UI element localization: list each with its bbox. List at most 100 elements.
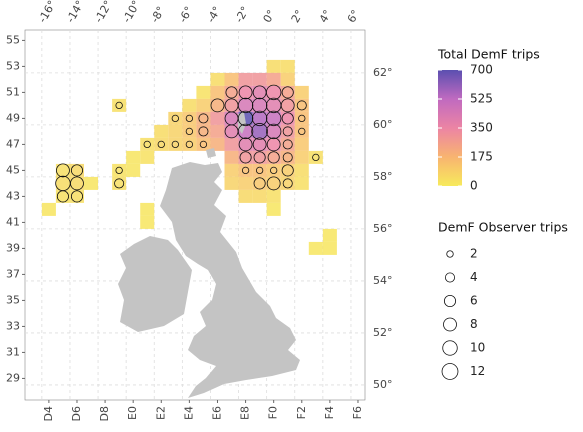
observer-circle <box>298 114 306 123</box>
x-tick-label: E4 <box>182 406 195 420</box>
cell <box>294 163 309 177</box>
cell <box>168 137 183 151</box>
x2-tick-label: -14° <box>64 0 87 25</box>
cell <box>266 137 281 151</box>
observer-circle <box>270 166 278 175</box>
observer-circle <box>251 97 268 114</box>
cell <box>224 150 239 164</box>
cell <box>41 202 56 216</box>
colorbar-label: 175 <box>470 150 493 164</box>
cell <box>196 85 211 99</box>
cell <box>266 59 281 73</box>
cell <box>308 241 323 255</box>
cell <box>140 215 155 229</box>
y-tick-label: 45 <box>6 163 20 176</box>
y-tick-label: 33 <box>6 319 20 332</box>
cell <box>140 202 155 216</box>
observer-circle <box>282 126 293 137</box>
x2-tick-label: 4° <box>317 8 335 25</box>
observer-circle <box>298 127 306 136</box>
observer-circle <box>266 84 282 101</box>
size-legend-title: DemF Observer trips <box>438 220 568 235</box>
x2-tick-label: -12° <box>92 0 115 25</box>
observer-circle <box>143 140 151 149</box>
cell <box>266 111 281 125</box>
ireland <box>118 236 192 332</box>
cell <box>168 111 183 125</box>
observer-circle <box>157 140 165 149</box>
observer-circle <box>281 86 294 99</box>
observer-circle <box>280 98 295 113</box>
orkney <box>206 148 216 158</box>
y-tick-label: 49 <box>6 111 20 124</box>
observer-circle <box>296 100 307 111</box>
colorbar-label: 0 <box>470 179 478 193</box>
land <box>118 112 300 398</box>
observer-circle <box>282 139 293 150</box>
cell <box>266 72 281 86</box>
x2-tick-label: -16° <box>36 0 59 25</box>
cell <box>266 189 281 203</box>
cell <box>280 163 295 177</box>
cell <box>224 98 239 112</box>
cell <box>252 111 267 125</box>
x-tick-label: D8 <box>98 406 111 421</box>
observer-circle <box>171 140 179 149</box>
observer-circle <box>238 85 253 100</box>
cell <box>224 111 239 125</box>
observer-circle <box>237 97 254 114</box>
size-legend-circle <box>442 340 458 356</box>
y2-tick-label: 56° <box>373 222 393 235</box>
observer-circle <box>225 86 238 99</box>
cell <box>210 124 225 138</box>
observer-circle <box>237 123 254 140</box>
cell <box>112 98 127 112</box>
great-britain <box>160 162 300 398</box>
y-tick-label: 51 <box>6 85 20 98</box>
cell <box>266 163 281 177</box>
cell <box>210 85 225 99</box>
cell <box>252 163 267 177</box>
observer-circle <box>266 176 281 191</box>
observer-circle <box>56 163 70 178</box>
size-legend-label: 10 <box>470 341 485 355</box>
observer-circle <box>282 152 293 163</box>
cell <box>294 111 309 125</box>
observer-circle <box>115 166 123 175</box>
cell <box>294 85 309 99</box>
cell <box>280 72 295 86</box>
cell <box>238 176 253 190</box>
cell <box>238 98 253 112</box>
x2-tick-label: -2° <box>232 4 251 25</box>
x2-tick-label: -10° <box>120 0 143 25</box>
observer-circle <box>281 112 294 125</box>
x-tick-label: F2 <box>295 406 308 419</box>
x-tick-label: E6 <box>210 406 223 420</box>
cell <box>126 150 141 164</box>
y-tick-label: 41 <box>6 215 20 228</box>
y2-tick-label: 62° <box>373 66 393 79</box>
observer-circle <box>237 110 254 127</box>
observer-circle <box>198 113 209 124</box>
size-legend-label: 2 <box>470 247 478 261</box>
cell <box>69 176 85 190</box>
colorbar-title: Total DemF trips <box>437 47 540 62</box>
x2-tick-label: -8° <box>148 4 167 25</box>
cell <box>224 72 239 86</box>
observer-circle <box>114 178 125 189</box>
observer-circle <box>198 126 209 137</box>
cell <box>280 111 295 125</box>
observer-circle <box>266 137 281 152</box>
cell <box>266 98 281 112</box>
size-legend-circle <box>441 363 459 380</box>
y-tick-label: 37 <box>6 267 20 280</box>
cell <box>140 150 155 164</box>
x-tick-label: F4 <box>323 406 336 419</box>
y-tick-label: 35 <box>6 293 20 306</box>
y2-tick-label: 60° <box>373 118 393 131</box>
x-tick-label: F6 <box>351 406 364 419</box>
cell <box>322 228 337 242</box>
cell <box>210 98 225 112</box>
cell <box>266 124 281 138</box>
